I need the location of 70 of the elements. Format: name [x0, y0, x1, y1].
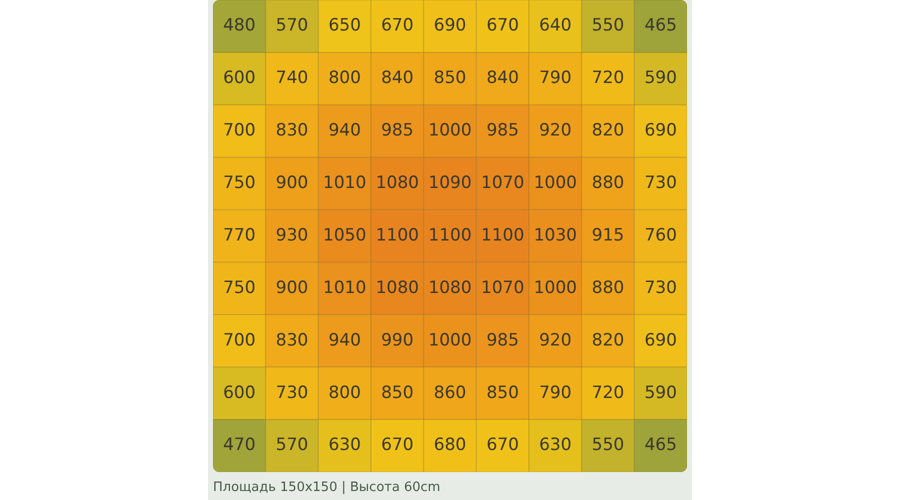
data-label: 1010	[323, 172, 366, 193]
data-label: 1080	[428, 278, 472, 298]
data-label: 985	[381, 120, 414, 141]
data-label: 820	[592, 120, 624, 141]
data-label: 570	[276, 16, 308, 36]
data-label: 630	[539, 435, 572, 456]
data-label: 820	[592, 330, 624, 350]
data-label: 1030	[534, 225, 577, 246]
data-label: 600	[223, 68, 256, 88]
data-label: 1000	[428, 120, 472, 141]
data-label: 850	[486, 382, 519, 403]
data-label: 550	[592, 16, 624, 36]
data-label: 940	[328, 120, 361, 141]
data-label: 840	[381, 68, 414, 88]
data-label: 790	[539, 68, 572, 88]
data-label: 1090	[428, 172, 472, 193]
data-label: 730	[644, 172, 677, 193]
data-label: 680	[434, 435, 466, 456]
data-label: 720	[592, 382, 624, 403]
data-label: 800	[328, 68, 361, 88]
data-label: 600	[223, 382, 256, 403]
data-label: 940	[328, 330, 361, 350]
data-label: 1080	[376, 172, 419, 193]
data-label: 690	[644, 330, 677, 350]
data-label: 840	[486, 68, 519, 88]
data-label: 720	[592, 68, 624, 88]
data-label: 850	[381, 382, 414, 403]
data-label: 1000	[534, 172, 577, 193]
data-label: 900	[276, 172, 308, 193]
data-label: 900	[276, 278, 308, 298]
data-label: 920	[539, 120, 572, 141]
data-label: 590	[644, 68, 677, 88]
annotation: Площадь 150x150 | Высота 60cm	[213, 480, 440, 495]
data-label: 1100	[428, 225, 472, 246]
data-label: 1010	[323, 278, 366, 298]
data-label: 790	[539, 382, 572, 403]
data-label: 640	[539, 16, 572, 36]
data-label: 1000	[534, 278, 577, 298]
data-label: 860	[434, 382, 466, 403]
data-label: 880	[592, 172, 624, 193]
data-label: 1070	[481, 172, 524, 193]
data-label: 800	[328, 382, 361, 403]
data-label: 690	[644, 120, 677, 141]
data-label: 550	[592, 435, 624, 456]
data-label: 880	[592, 278, 624, 298]
data-label: 690	[434, 16, 466, 36]
data-label: 1100	[376, 225, 419, 246]
data-label: 465	[644, 435, 677, 456]
data-label: 1000	[428, 330, 472, 350]
data-label: 985	[486, 330, 519, 350]
data-label: 830	[276, 330, 308, 350]
data-label: 730	[276, 382, 308, 403]
data-label: 570	[276, 435, 308, 456]
data-label: 1070	[481, 278, 524, 298]
data-label: 920	[539, 330, 572, 350]
data-label: 760	[644, 225, 677, 246]
data-label: 990	[381, 330, 414, 350]
data-label: 1100	[481, 225, 524, 246]
data-label: 630	[328, 435, 361, 456]
data-label: 1080	[376, 278, 419, 298]
data-label: 930	[276, 225, 308, 246]
data-label: 1050	[323, 225, 366, 246]
data-label: 915	[592, 225, 624, 246]
data-label: 465	[644, 16, 677, 36]
data-label: 850	[434, 68, 466, 88]
data-label: 830	[276, 120, 308, 141]
data-label: 985	[486, 120, 519, 141]
data-label: 480	[223, 16, 256, 36]
data-label: 740	[276, 68, 308, 88]
data-label: 590	[644, 382, 677, 403]
